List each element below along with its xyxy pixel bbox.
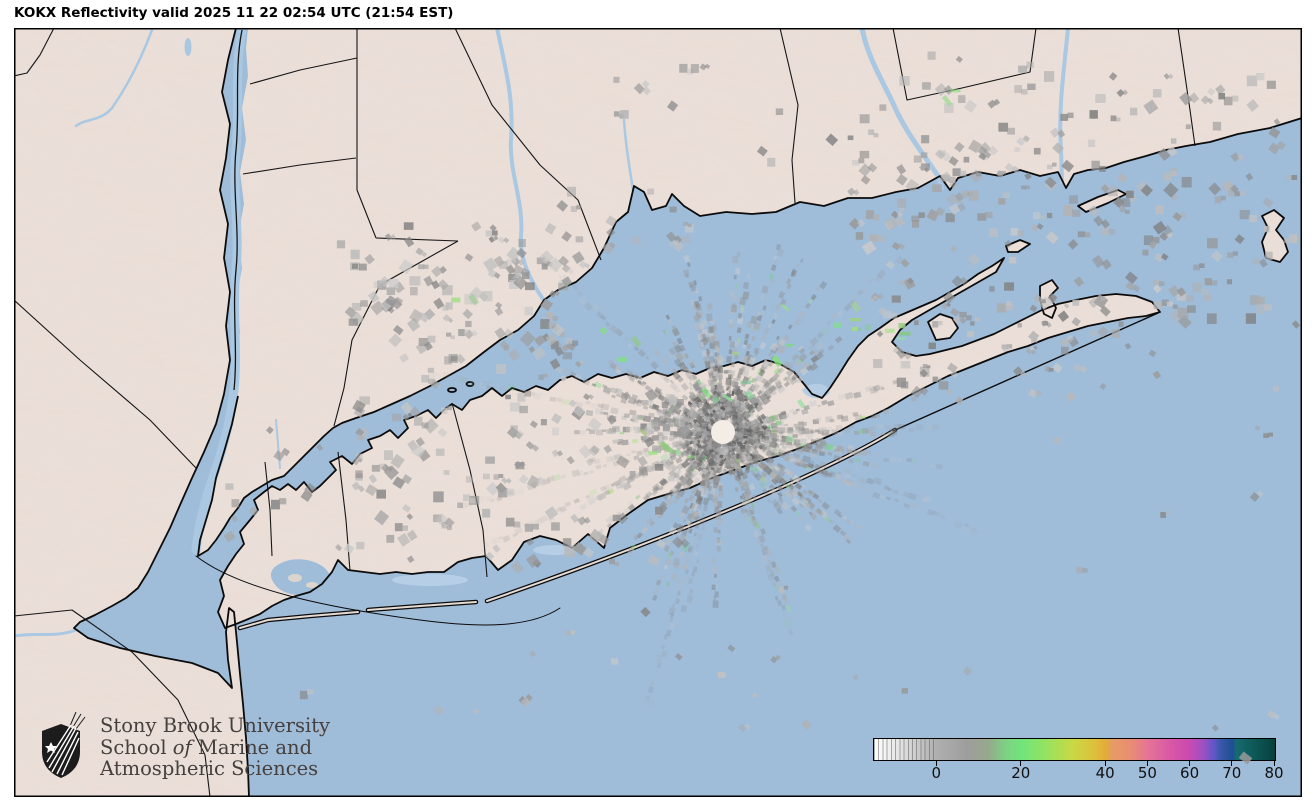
colorbar-tick — [935, 760, 937, 766]
colorbar-gradient — [873, 738, 1276, 761]
colorbar-tick — [1020, 760, 1022, 766]
colorbar-tick — [1189, 760, 1191, 766]
logo-text: Stony Brook University School of Marine … — [100, 715, 330, 780]
logo-line-2: School of Marine and — [100, 735, 313, 759]
colorbar-tick — [1231, 760, 1233, 766]
sbu-shield-icon — [42, 712, 86, 778]
colorbar-tick — [1146, 760, 1148, 766]
colorbar-tick-label: 80 — [1264, 764, 1284, 782]
sbu-logo: Stony Brook University School of Marine … — [40, 706, 340, 811]
map-border — [14, 28, 1302, 797]
page-title: KOKX Reflectivity valid 2025 11 22 02:54… — [14, 5, 454, 21]
radar-map: Stony Brook University School of Marine … — [14, 28, 1302, 797]
colorbar-tick-label: 0 — [931, 764, 942, 782]
colorbar-tick — [1104, 760, 1106, 766]
colorbar-tick — [1273, 760, 1275, 766]
clutter-layer — [223, 51, 1301, 733]
colorbar-tick-label: 70 — [1222, 764, 1242, 782]
colorbar-tick-label: 20 — [1011, 764, 1031, 782]
reflectivity-colorbar: 0 20 40 50 60 70 80 — [873, 738, 1284, 788]
barrier-islands — [195, 312, 1159, 631]
colorbar-tick-label: 40 — [1095, 764, 1115, 782]
boundary-lines — [14, 28, 1196, 797]
map-canvas — [14, 28, 1302, 797]
colorbar-tick-label: 50 — [1137, 764, 1157, 782]
radar-cone-of-silence — [711, 420, 735, 444]
logo-line-1: Stony Brook University — [100, 714, 331, 737]
logo-line-3: Atmospheric Sciences — [100, 757, 319, 780]
colorbar-tick-label: 60 — [1180, 764, 1200, 782]
